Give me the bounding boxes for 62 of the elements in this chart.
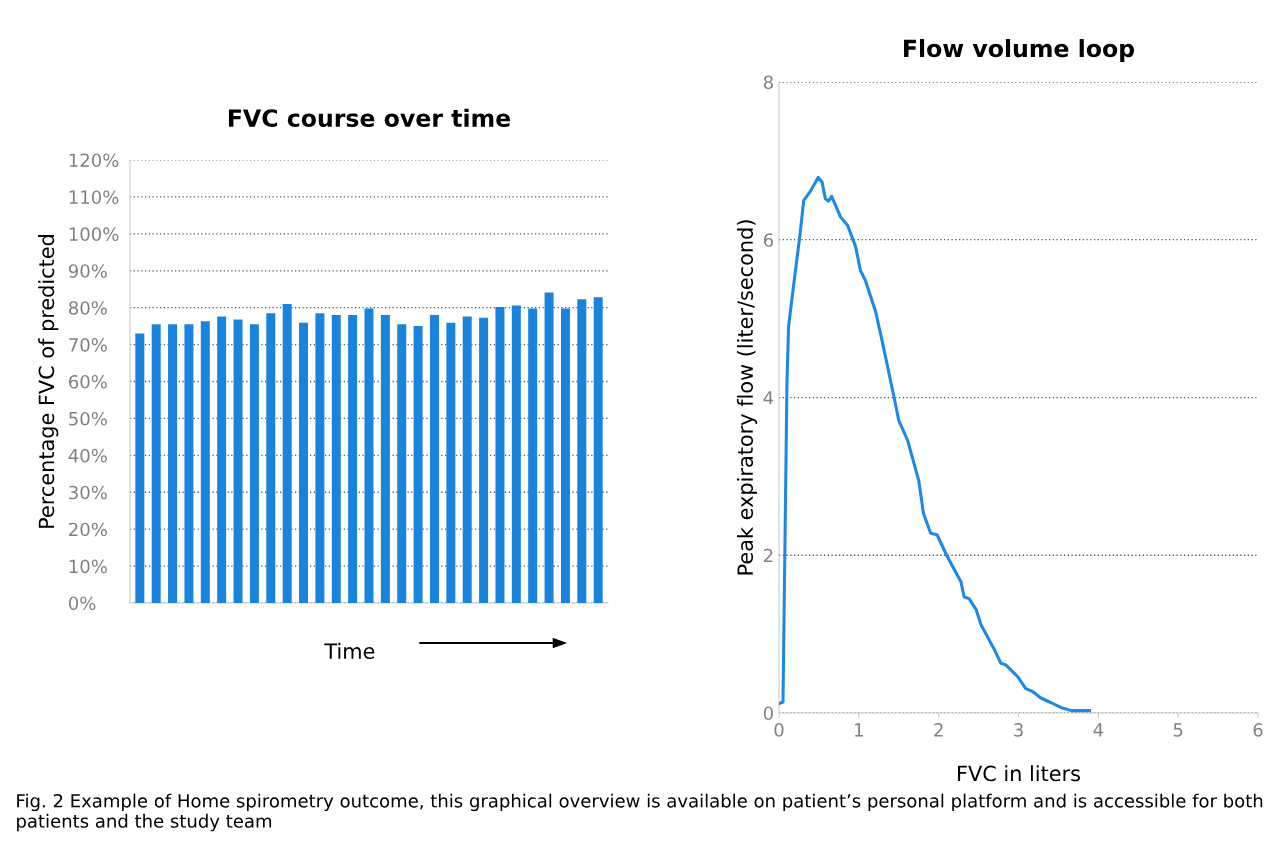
y-tick-label: 40%: [68, 448, 107, 463]
y-tick-label: 8: [763, 75, 773, 90]
bar: [446, 322, 456, 603]
bar: [462, 316, 472, 603]
x-tick-label: 0: [774, 723, 784, 737]
y-tick-label: 2: [763, 548, 773, 563]
bar: [593, 297, 603, 603]
bar: [200, 321, 210, 603]
bar: [151, 324, 161, 603]
y-tick-label: 30%: [69, 485, 107, 500]
bar: [233, 319, 243, 603]
y-tick-label: 10%: [69, 559, 107, 574]
bar: [511, 305, 521, 603]
bar: [364, 308, 374, 603]
bar: [266, 313, 276, 603]
x-tick-label: 5: [1173, 723, 1183, 737]
bar: [479, 317, 489, 603]
bar: [380, 315, 390, 603]
bar: [217, 316, 227, 603]
bar: [315, 313, 325, 603]
x-tick-label: 4: [1093, 723, 1104, 737]
bar: [528, 308, 538, 603]
y-tick-label: 60%: [69, 374, 107, 389]
y-tick-label: 120%: [69, 153, 119, 168]
bar: [495, 306, 505, 603]
y-tick-label: 100%: [69, 227, 119, 241]
y-tick-label: 20%: [69, 522, 107, 537]
bar: [331, 315, 341, 603]
y-tick-label: 80%: [69, 301, 107, 315]
x-axis-title: FVC in liters: [958, 765, 1080, 782]
line-series: [779, 175, 1092, 713]
y-tick-label: 4: [763, 391, 774, 405]
y-tick-label: 110%: [69, 190, 119, 205]
bar: [249, 324, 259, 603]
x-tick-label: 2: [934, 723, 943, 737]
y-axis-title: Peak expiratory flow (liter/second): [736, 220, 758, 575]
bar: [544, 292, 554, 603]
bar: [299, 322, 309, 603]
y-tick-label: 0: [763, 706, 773, 721]
bar: [135, 333, 145, 603]
x-tick-label: 6: [1253, 723, 1263, 737]
bar: [577, 299, 587, 603]
x-tick-label: 3: [1014, 723, 1023, 737]
x-axis-title: Time: [324, 642, 375, 659]
y-axis-title: Percentage FVC of predicted: [38, 235, 59, 528]
y-tick-label: 0%: [68, 596, 96, 611]
x-tick-label: 1: [855, 723, 863, 737]
bar: [168, 324, 178, 603]
chart-title: FVC course over time: [228, 108, 511, 127]
bar: [397, 324, 407, 603]
y-tick-label: 70%: [69, 338, 107, 352]
y-tick-label: 6: [763, 233, 773, 247]
y-tick-label: 50%: [69, 411, 107, 426]
bar: [429, 315, 439, 603]
bar: [348, 315, 358, 603]
bar: [560, 308, 570, 603]
bar: [413, 326, 423, 603]
chart-title: Flow volume loop: [904, 39, 1135, 62]
bar: [184, 324, 194, 603]
y-tick-label: 90%: [68, 264, 107, 278]
caption: Fig. 2 Example of Home spirometry outcome, this graphical overview is available on patient’s personal platform and is accessible for both patients and the study team: [17, 793, 1263, 832]
bar: [282, 303, 292, 603]
